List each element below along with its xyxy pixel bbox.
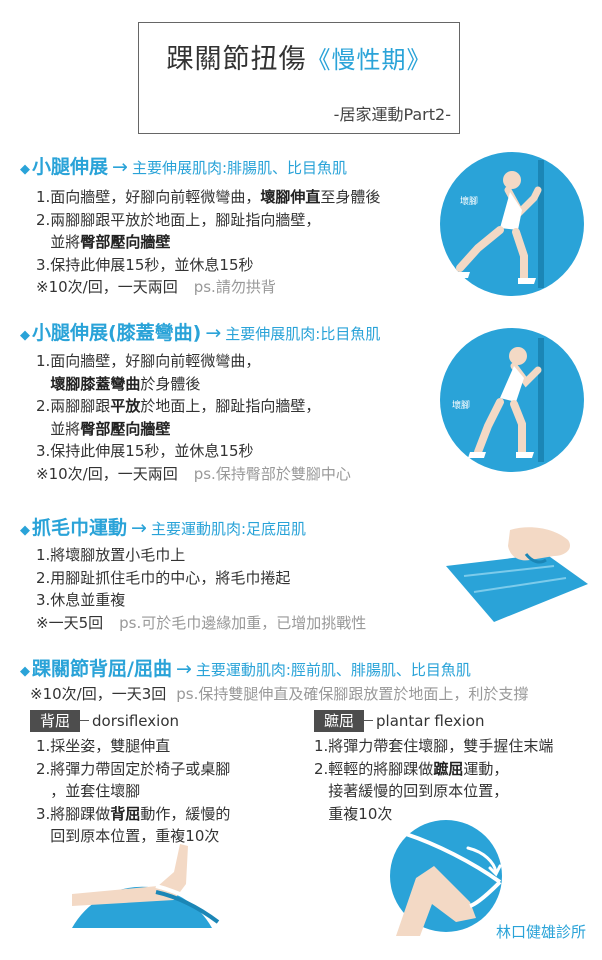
section-1-name: 小腿伸展 [32,156,109,178]
title-accent: 《慢性期》 [306,46,432,74]
ps-note: ps.可於毛巾邊緣加重，已增加挑戰性 [119,613,367,632]
bent-knee-stretch-illustration: 壞腳 [440,328,584,472]
bad-leg-label: 壞腳 [460,195,478,207]
title-main: 踝關節扭傷 [166,44,307,75]
step-line: 3.休息並重複 [36,591,126,609]
arrow-icon: → [175,658,192,680]
section-2-muscle: 主要伸展肌肉:比目魚肌 [225,325,381,343]
step-line: 3.將腳踝做背屈動作，緩慢的 [36,804,231,823]
plantar-flexion-tag: 蹠屈 [314,710,365,732]
section-4-muscle: 主要運動肌肉:脛前肌、腓腸肌、比目魚肌 [195,661,471,679]
step-line: 3.保持此伸展15秒，並休息15秒 [36,442,254,460]
section-2-name: 小腿伸展(膝蓋彎曲) [32,322,202,344]
section-4-note: ※10次/回，一天3回 ps.保持雙腿伸直及確保腳跟放置於地面上，利於支撐 [30,685,529,703]
diamond-icon: ◆ [20,328,30,343]
step-line: 1.採坐姿，雙腿伸直 [36,737,171,755]
step-line: 並將臀部壓向牆壁 [36,233,171,251]
diamond-icon: ◆ [20,162,30,177]
arrow-icon: → [205,322,222,344]
step-line: 2.兩腳腳跟平放於地面上，腳趾指向牆壁， [36,397,321,415]
ps-note: ps.保持雙腿伸直及確保腳跟放置於地面上，利於支撐 [176,685,529,703]
step-line: 1.面向牆壁，好腳向前輕微彎曲，壞腳伸直至身體後 [36,188,381,206]
tag-underline [364,710,374,721]
dorsiflexion-tag-row: 背屈 dorsiflexion [30,710,179,732]
dorsiflexion-tag: 背屈 [30,710,81,732]
step-line: 重複10次 [314,804,393,823]
plantar-flexion-steps: 1.將彈力帶套住壞腳，雙手握住末端 2.輕輕的將腳踝做蹠屈運動， 接著緩慢的回到… [314,735,553,825]
note-line: ※10次/回，一天兩回 ps.請勿拱背 [36,278,276,296]
diamond-icon: ◆ [20,523,30,538]
calf-stretch-illustration: 壞腳 [440,152,584,296]
arrow-icon: → [131,517,147,539]
section-1-muscle: 主要伸展肌肉:腓腸肌、比目魚肌 [131,159,347,177]
section-3-name: 抓毛巾運動 [32,517,128,539]
ps-note: ps.請勿拱背 [193,278,276,296]
bad-leg-label: 壞腳 [452,399,470,411]
tag-underline [80,710,90,721]
arrow-icon: → [112,156,128,178]
dorsiflexion-illustration [72,844,220,928]
step-line: 回到原本位置，重複10次 [36,827,220,845]
dorsiflexion-steps: 1.採坐姿，雙腿伸直 2.將彈力帶固定於椅子或桌腳 ，並套住壞腳 3.將腳踝做背… [36,735,230,848]
section-3-heading: ◆ 抓毛巾運動 → 主要運動肌肉:足底屈肌 [20,513,306,540]
page-title: 踝關節扭傷《慢性期》 [139,37,459,76]
step-line: ，並套住壞腳 [36,782,141,800]
step-line: 1.將壞腳放置小毛巾上 [36,546,186,564]
ps-note: ps.保持臀部於雙腳中心 [193,464,351,483]
dorsiflexion-term: dorsiflexion [92,712,180,730]
section-1-heading: ◆ 小腿伸展 → 主要伸展肌肉:腓腸肌、比目魚肌 [20,152,347,179]
step-line: 2.輕輕的將腳踝做蹠屈運動， [314,759,509,778]
step-line: 3.保持此伸展15秒，並休息15秒 [36,255,254,274]
note-line: ※一天5回 ps.可於毛巾邊緣加重，已增加挑戰性 [36,613,367,632]
note-line: ※10次/回，一天兩回 ps.保持臀部於雙腳中心 [36,464,351,483]
section-2-heading: ◆ 小腿伸展(膝蓋彎曲) → 主要伸展肌肉:比目魚肌 [20,318,380,345]
plantar-tag-row: 蹠屈 plantar flexion [314,710,485,732]
step-line: 並將臀部壓向牆壁 [36,419,171,438]
step-line: 1.將彈力帶套住壞腳，雙手握住末端 [314,737,554,755]
diamond-icon: ◆ [20,664,30,679]
title-box: 踝關節扭傷《慢性期》 -居家運動Part2- [138,22,460,134]
step-line: 1.面向牆壁，好腳向前輕微彎曲， [36,352,261,370]
section-2-steps: 1.面向牆壁，好腳向前輕微彎曲， 壞腳膝蓋彎曲於身體後 2.兩腳腳跟平放於地面上… [36,350,351,485]
page-subtitle: -居家運動Part2- [333,105,451,124]
towel-curl-illustration [446,527,588,622]
step-line: 壞腳膝蓋彎曲於身體後 [50,374,201,393]
step-line: 2.用腳趾抓住毛巾的中心，將毛巾捲起 [36,568,291,587]
section-3-muscle: 主要運動肌肉:足底屈肌 [150,520,306,538]
step-line: 接著緩慢的回到原本位置， [314,782,509,800]
plantar-flexion-term: plantar flexion [376,712,485,730]
clinic-name: 林口健雄診所 [495,923,586,941]
section-1-steps: 1.面向牆壁，好腳向前輕微彎曲，壞腳伸直至身體後 2.兩腳腳跟平放於地面上，腳趾… [36,186,380,299]
section-4-heading: ◆ 踝關節背屈/屈曲 → 主要運動肌肉:脛前肌、腓腸肌、比目魚肌 [20,654,471,681]
section-4-name: 踝關節背屈/屈曲 [32,658,172,680]
step-line: 2.兩腳腳跟平放於地面上，腳趾指向牆壁， [36,210,321,229]
step-line: 2.將彈力帶固定於椅子或桌腳 [36,759,231,778]
section-3-steps: 1.將壞腳放置小毛巾上 2.用腳趾抓住毛巾的中心，將毛巾捲起 3.休息並重複 ※… [36,544,366,634]
plantar-flexion-illustration [390,820,502,936]
